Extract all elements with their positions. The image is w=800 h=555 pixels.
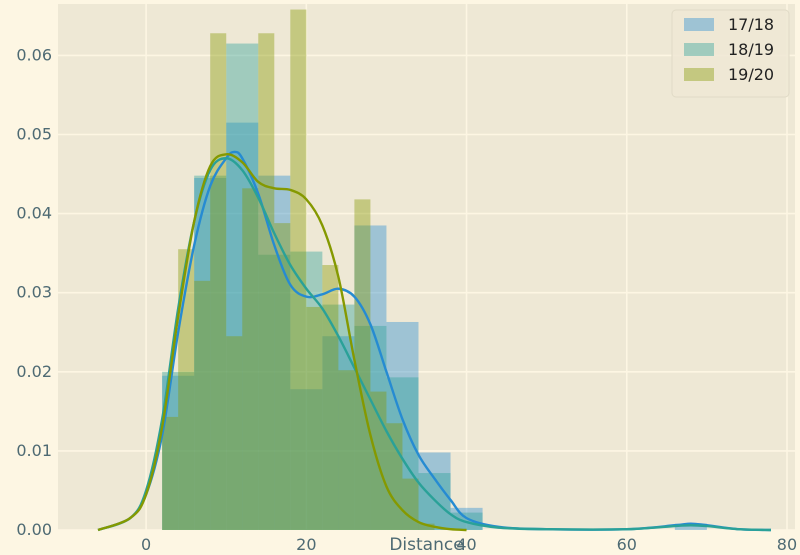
histogram-bar: [402, 478, 419, 530]
histogram-bar: [226, 43, 259, 530]
y-tick-label: 0.01: [16, 441, 52, 460]
y-tick-label: 0.06: [16, 45, 52, 64]
y-tick-label: 0.04: [16, 204, 52, 223]
legend-swatch: [684, 43, 714, 56]
histogram-bar: [674, 523, 707, 530]
histogram-bar: [354, 325, 387, 530]
histogram-bar: [322, 336, 355, 530]
histogram-bar: [322, 265, 339, 530]
histogram-bar: [306, 306, 323, 530]
y-tick-label: 0.05: [16, 125, 52, 144]
histogram-bar: [194, 175, 227, 531]
histogram-bar: [322, 304, 355, 530]
x-tick-label: 60: [617, 535, 637, 554]
y-tick-label: 0.00: [16, 520, 52, 539]
histogram-bar: [338, 370, 355, 530]
x-tick-label: 40: [456, 535, 476, 554]
histogram-bar: [226, 122, 259, 531]
kde-curve: [97, 153, 467, 532]
histogram-bar: [354, 199, 371, 530]
y-tick-label: 0.03: [16, 283, 52, 302]
histogram-bar: [226, 336, 243, 530]
legend-label: 17/18: [728, 15, 774, 34]
histogram-bar: [210, 33, 227, 530]
histogram-bar: [242, 188, 259, 531]
legend-box: [671, 9, 790, 98]
x-tick-label: 20: [296, 535, 316, 554]
y-tick-label: 0.02: [16, 362, 52, 381]
histogram-series: [162, 9, 435, 531]
histogram-bars: [162, 9, 707, 531]
histogram-bar: [274, 223, 291, 530]
legend-label: 18/19: [728, 40, 774, 59]
histogram-bar: [386, 423, 403, 530]
axis-ticks: 0 20 40 60 80 0.00 0.01 0.02 0.03 0.04 0.05 0.06: [16, 45, 797, 554]
histogram-bar: [386, 377, 419, 530]
histogram-bar: [258, 33, 275, 530]
histogram-bar: [162, 416, 179, 530]
histogram-bar: [290, 389, 323, 530]
histogram-series: [162, 43, 483, 531]
histogram-series: [162, 122, 707, 531]
x-tick-label: 80: [777, 535, 797, 554]
histogram-bar: [418, 523, 435, 530]
kde-curves: [97, 150, 771, 532]
legend-label: 19/20: [728, 65, 774, 84]
x-axis-label: Distance: [389, 535, 463, 555]
legend-swatch: [684, 18, 714, 31]
histogram-bar: [194, 280, 211, 530]
legend-swatch: [684, 68, 714, 81]
legend: 17/18 18/19 19/20: [671, 9, 790, 98]
histogram-bar: [290, 9, 307, 530]
histogram-bar: [194, 178, 227, 531]
histogram-bar: [178, 249, 195, 530]
x-tick-label: 0: [141, 535, 151, 554]
histogram-bar: [290, 251, 323, 531]
histogram-bar: [258, 254, 291, 530]
